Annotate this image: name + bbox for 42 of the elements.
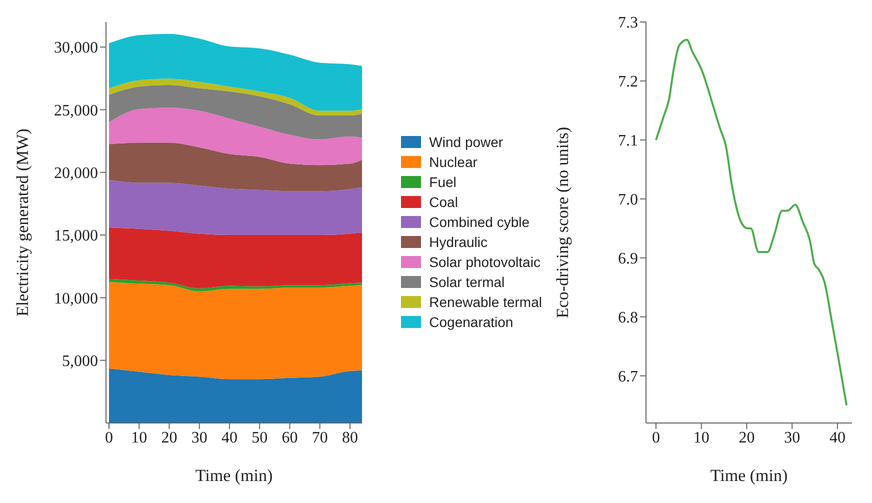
x-tick-label: 10	[131, 429, 148, 446]
legend-label: Renewable termal	[429, 293, 542, 312]
y-tick-label: 20,000	[54, 165, 98, 182]
x-axis-title: Time (min)	[710, 466, 788, 485]
x-tick-label: 10	[693, 429, 710, 446]
x-tick-label: 20	[161, 429, 178, 446]
y-tick-label: 7.1	[618, 132, 638, 150]
legend-label: Solar termal	[429, 273, 505, 292]
y-tick-label: 6.7	[618, 368, 638, 386]
x-tick-label: 30	[191, 429, 208, 446]
legend-label: Fuel	[429, 173, 456, 192]
legend-label: Wind power	[429, 133, 504, 152]
x-tick-label: 0	[105, 429, 114, 446]
legend-label: Coal	[429, 193, 458, 212]
legend-label: Cogenaration	[429, 313, 514, 332]
x-tick-label: 70	[312, 429, 328, 446]
y-tick-label: 6.8	[618, 310, 638, 327]
y-tick-label: 15,000	[54, 228, 98, 245]
x-tick-label: 40	[221, 429, 238, 446]
x-tick-label: 40	[829, 429, 846, 446]
legend-label: Hydraulic	[429, 233, 488, 252]
x-tick-label: 30	[784, 429, 800, 446]
y-tick-label: 7.0	[618, 192, 638, 209]
y-axis-title: Eco-driving score (no units)	[553, 126, 572, 318]
y-tick-label: 6.9	[618, 250, 638, 268]
y-tick-label: 25,000	[54, 102, 98, 120]
y-tick-label: 10,000	[54, 290, 98, 308]
y-tick-label: 30,000	[54, 40, 98, 57]
x-tick-label: 50	[252, 429, 268, 446]
x-axis-title: Time (min)	[195, 466, 273, 485]
x-tick-label: 0	[652, 429, 660, 446]
x-tick-label: 80	[342, 429, 358, 446]
legend-label: Nuclear	[429, 153, 478, 172]
line-series	[654, 38, 848, 406]
y-tick-label: 5,000	[62, 353, 98, 370]
legend-label: Combined cyble	[429, 213, 530, 232]
y-axis-title: Electricity generated (MW)	[13, 128, 32, 316]
x-tick-label: 60	[282, 429, 298, 446]
y-tick-label: 7.2	[618, 74, 638, 91]
x-tick-label: 20	[738, 429, 755, 446]
y-tick-label: 7.3	[618, 14, 638, 32]
legend-label: Solar photovoltaic	[429, 253, 540, 272]
